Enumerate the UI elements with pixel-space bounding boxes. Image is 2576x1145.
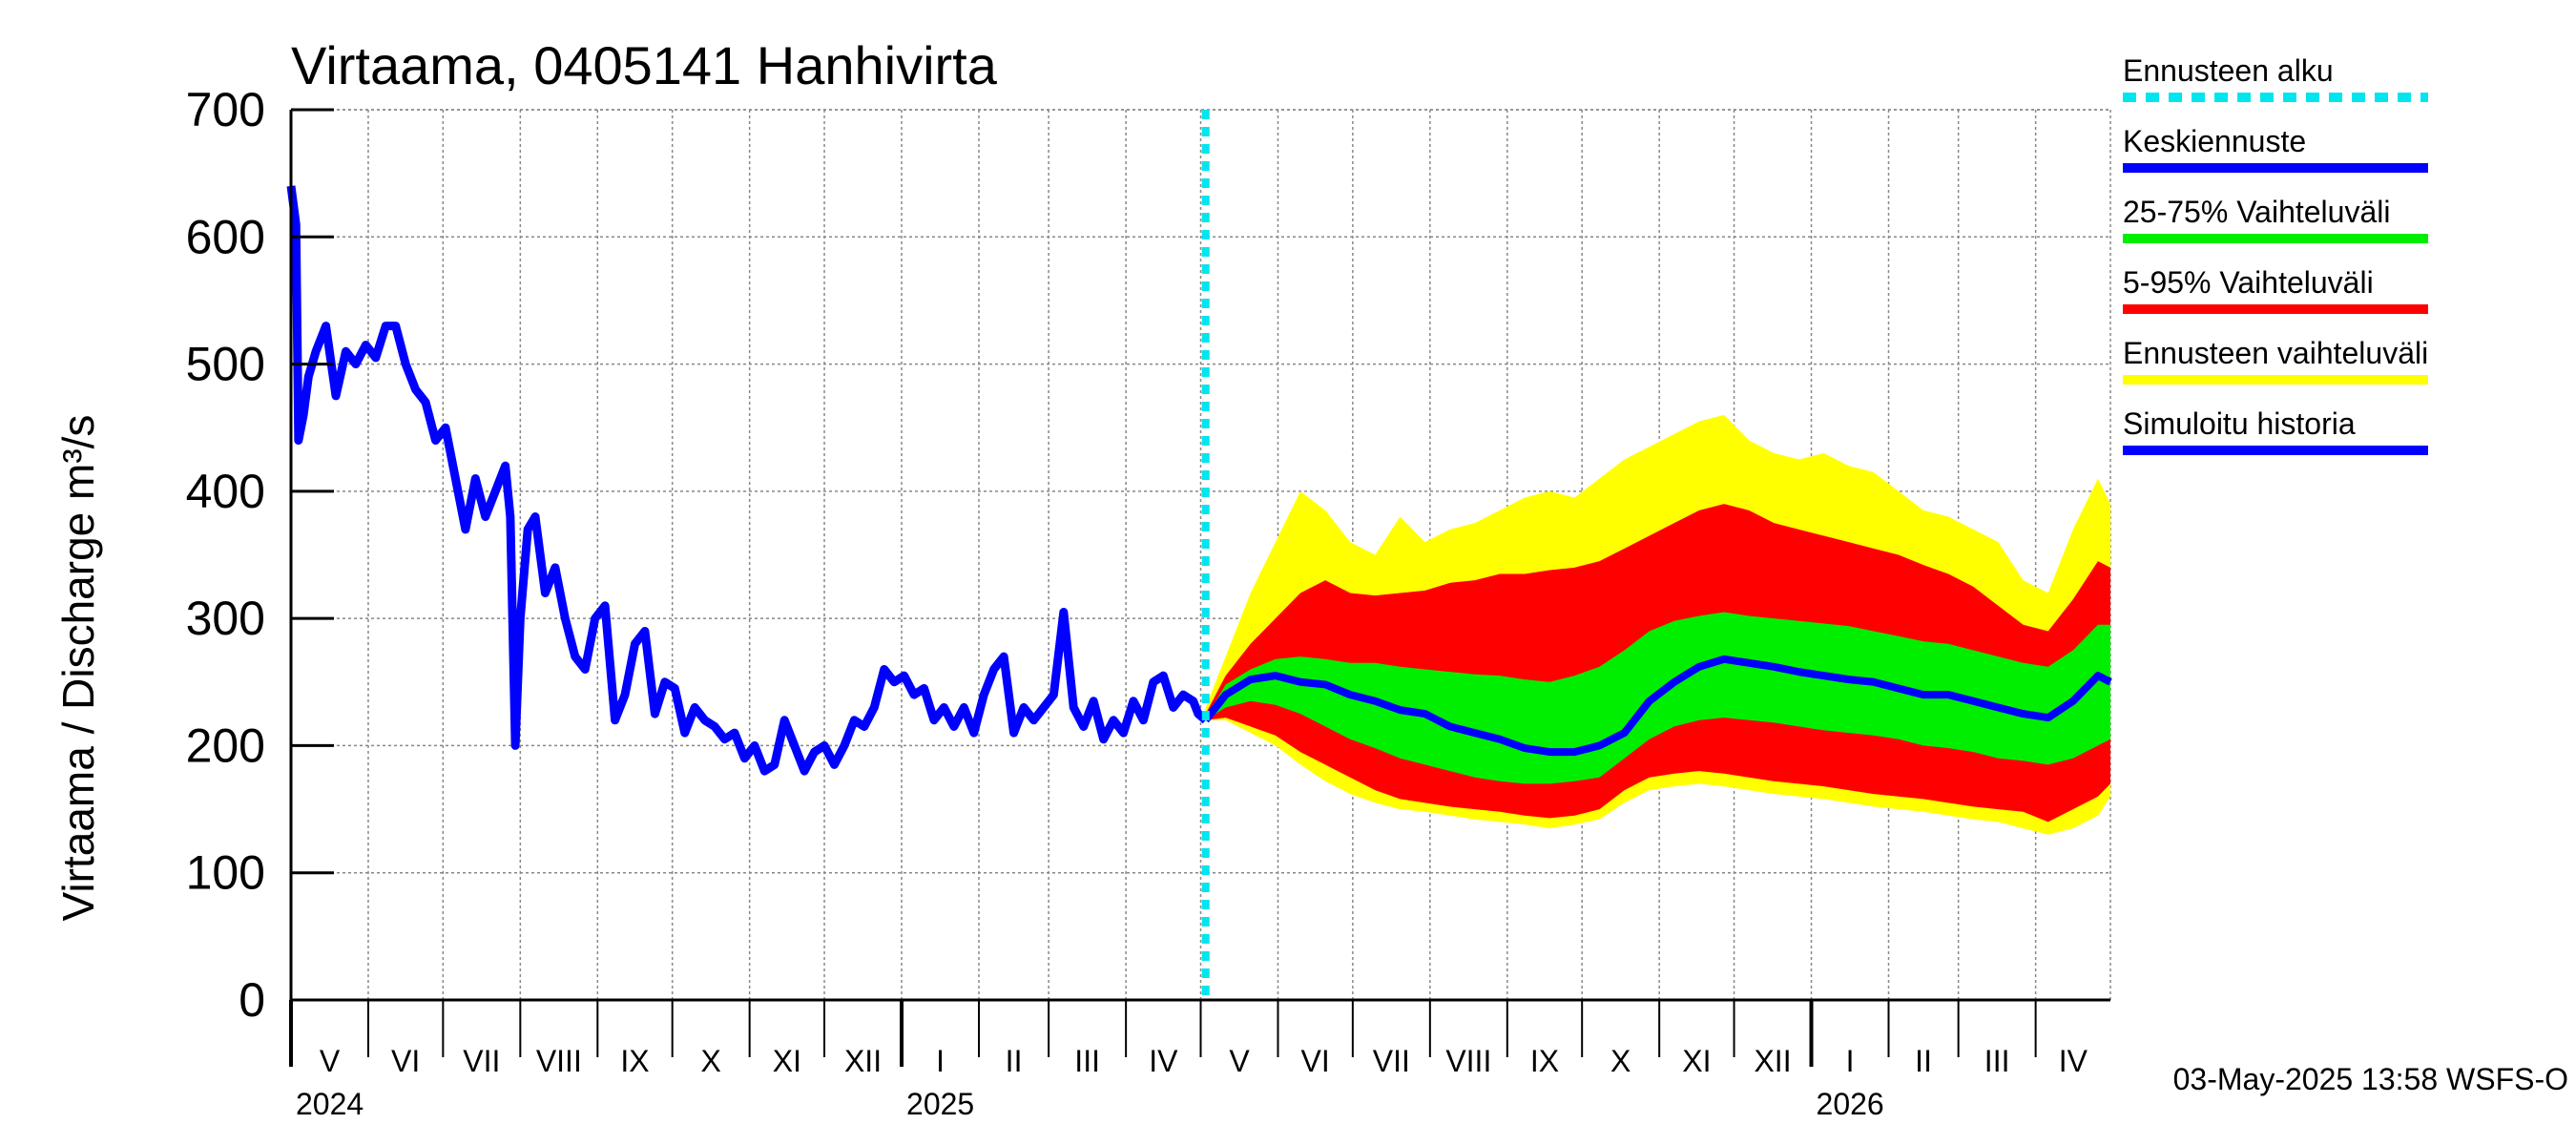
- month-label: VIII: [1445, 1044, 1491, 1078]
- month-label: XI: [1682, 1044, 1711, 1078]
- chart-title: Virtaama, 0405141 Hanhivirta: [291, 35, 998, 95]
- timestamp: 03-May-2025 13:58 WSFS-O: [2173, 1062, 2568, 1096]
- month-label: V: [320, 1044, 341, 1078]
- month-label: VI: [391, 1044, 420, 1078]
- month-label: I: [1846, 1044, 1855, 1078]
- y-axis-label: Virtaama / Discharge m³/s: [53, 415, 103, 922]
- y-tick-label: 500: [186, 338, 265, 391]
- month-label: II: [1006, 1044, 1023, 1078]
- legend: Ennusteen alku Keskiennuste 25-75% Vaihtel…: [2123, 53, 2428, 455]
- month-label: VIII: [536, 1044, 582, 1078]
- month-label: VI: [1301, 1044, 1330, 1078]
- legend-label: 5-95% Vaihteluväli: [2123, 265, 2374, 300]
- median-forecast-line: [1202, 655, 2112, 757]
- legend-label: 25-75% Vaihteluväli: [2123, 195, 2390, 229]
- month-label: IX: [620, 1044, 649, 1078]
- legend-label: Ennusteen alku: [2123, 53, 2334, 88]
- y-tick-label: 100: [186, 846, 265, 900]
- y-tick-label: 300: [186, 592, 265, 645]
- y-tick-label: 700: [186, 83, 265, 136]
- month-label: VII: [1373, 1044, 1410, 1078]
- forecast-bands: [1205, 414, 2110, 835]
- legend-label: Keskiennuste: [2123, 124, 2306, 158]
- month-label: IV: [2059, 1044, 2088, 1078]
- month-label: III: [1984, 1044, 2010, 1078]
- month-label: III: [1074, 1044, 1100, 1078]
- series-lines: [286, 110, 2112, 1000]
- legend-label: Ennusteen vaihteluväli: [2123, 336, 2428, 370]
- month-label: VII: [463, 1044, 500, 1078]
- month-label: XII: [1754, 1044, 1791, 1078]
- month-label: II: [1915, 1044, 1932, 1078]
- y-tick-label: 200: [186, 718, 265, 772]
- y-tick-label: 400: [186, 465, 265, 518]
- month-label: V: [1229, 1044, 1250, 1078]
- month-label: X: [1610, 1044, 1631, 1078]
- month-label: IV: [1149, 1044, 1178, 1078]
- year-label: 2024: [296, 1087, 364, 1121]
- month-label: I: [936, 1044, 945, 1078]
- month-label: X: [701, 1044, 721, 1078]
- year-label: 2025: [906, 1087, 974, 1121]
- year-label: 2026: [1817, 1087, 1884, 1121]
- month-label: IX: [1530, 1044, 1559, 1078]
- month-label: XI: [773, 1044, 801, 1078]
- y-tick-label: 600: [186, 210, 265, 263]
- legend-label: Simuloitu historia: [2123, 406, 2356, 441]
- history-line: [286, 185, 1209, 776]
- y-tick-label: 0: [239, 973, 265, 1027]
- month-label: XII: [844, 1044, 882, 1078]
